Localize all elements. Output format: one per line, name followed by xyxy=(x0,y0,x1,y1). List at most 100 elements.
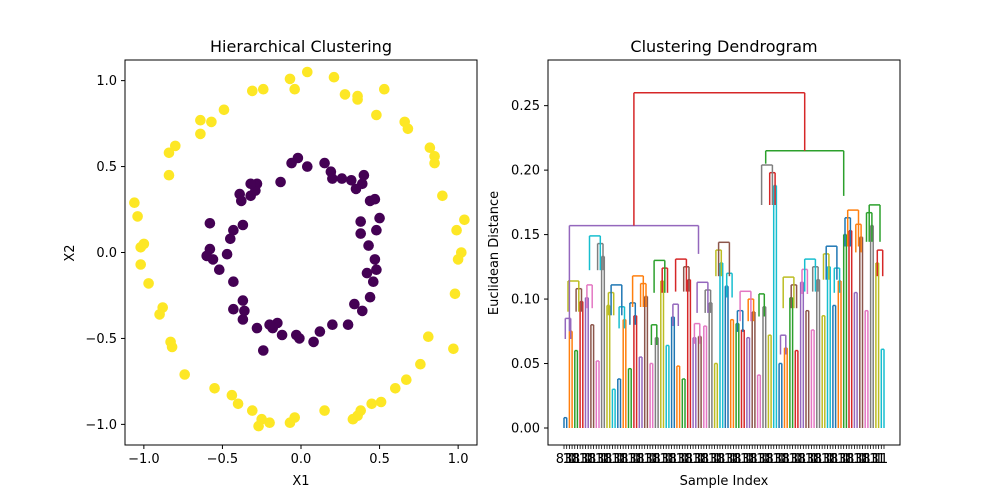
x-tick-label: 1 xyxy=(807,452,815,467)
dendrogram-links xyxy=(563,92,885,428)
x-tick-label: 1 xyxy=(713,452,721,467)
x-tick-label: 1 xyxy=(759,452,767,467)
x-tick-label: 1 xyxy=(783,452,791,467)
scatter-point-cluster1 xyxy=(452,254,464,265)
x-tick-label: 1 xyxy=(831,452,839,467)
scatter-point-cluster0 xyxy=(221,248,233,260)
x-tick-label: 83 xyxy=(685,452,702,467)
x-tick-label: 1 xyxy=(684,452,692,467)
x-tick-label: 1 xyxy=(772,452,780,467)
x-tick-label: 1 xyxy=(595,452,603,467)
scatter-panel: Hierarchical Clustering −1.0 −0.5 0.0 0.5 1.… xyxy=(63,37,478,489)
x-tick-label: 1 xyxy=(598,452,606,467)
x-tick-label: 1 xyxy=(858,452,866,467)
x-tick-label: −0.5 xyxy=(207,452,239,467)
x-tick-label: 1 xyxy=(587,452,595,467)
scatter-point-cluster1 xyxy=(195,128,206,140)
x-tick-label: 0.5 xyxy=(369,452,390,467)
scatter-point-cluster1 xyxy=(437,190,448,202)
scatter-point-cluster0 xyxy=(361,267,373,279)
scatter-point-cluster1 xyxy=(401,374,412,386)
scatter-point-cluster1 xyxy=(218,104,230,116)
x-tick-label: 1 xyxy=(606,452,614,467)
x-tick-label: 1 xyxy=(732,452,740,467)
dendrogram-y-label: Euclidean Distance xyxy=(487,191,502,315)
x-tick-label: 83 xyxy=(620,452,637,467)
x-tick-label: 1 xyxy=(665,452,673,467)
scatter-point-cluster1 xyxy=(284,417,296,429)
x-tick-label: 1 xyxy=(619,452,627,467)
x-tick-label: 83 xyxy=(588,452,605,467)
x-tick-label: 1 xyxy=(630,452,638,467)
scatter-point-cluster1 xyxy=(258,83,269,95)
scatter-point-cluster0 xyxy=(327,173,338,184)
x-tick-label: 1 xyxy=(743,452,751,467)
x-tick-label: 1 xyxy=(643,452,651,467)
scatter-point-cluster0 xyxy=(239,305,250,317)
scatter-point-cluster1 xyxy=(284,73,296,85)
x-tick-label: 83 xyxy=(733,452,750,467)
x-tick-label: 1 xyxy=(611,452,619,467)
x-tick-label: 1 xyxy=(735,452,743,467)
x-tick-label: 1 xyxy=(563,452,571,467)
dendrogram-x-axis: 8311111831111183111118311111831111183111… xyxy=(556,445,888,467)
x-tick-label: 1 xyxy=(638,452,646,467)
y-tick-label: 0.20 xyxy=(511,164,540,179)
y-tick-label: 0.5 xyxy=(96,160,117,175)
scatter-point-cluster1 xyxy=(209,383,220,394)
x-tick-label: 1 xyxy=(810,452,818,467)
scatter-point-cluster0 xyxy=(327,319,338,331)
y-tick-label: 0.10 xyxy=(511,293,540,308)
x-tick-label: 1 xyxy=(821,452,829,467)
x-tick-label: 83 xyxy=(572,452,589,467)
scatter-point-cluster1 xyxy=(402,123,414,135)
x-tick-label: 1 xyxy=(872,452,880,467)
x-tick-label: 1 xyxy=(600,452,608,467)
scatter-point-cluster1 xyxy=(390,383,401,394)
x-tick-label: 1 xyxy=(627,452,635,467)
x-tick-label: 1 xyxy=(840,452,848,467)
scatter-point-cluster0 xyxy=(358,169,370,181)
x-tick-label: 1 xyxy=(796,452,804,467)
x-tick-label: 1 xyxy=(697,452,705,467)
x-tick-label: 1 xyxy=(799,452,807,467)
x-tick-label: 1 xyxy=(877,452,885,467)
scatter-x-label: X1 xyxy=(292,474,309,489)
x-tick-label: 1 xyxy=(791,452,799,467)
y-tick-label: −1.0 xyxy=(85,418,117,433)
dendrogram-panel: Clustering Dendrogram 831111183111118311… xyxy=(487,37,901,489)
scatter-point-cluster1 xyxy=(232,398,244,410)
scatter-point-cluster1 xyxy=(449,288,461,300)
scatter-point-cluster1 xyxy=(226,389,238,401)
y-tick-label: 0.15 xyxy=(511,228,540,243)
scatter-point-cluster1 xyxy=(163,169,175,181)
scatter-point-cluster0 xyxy=(228,303,239,315)
scatter-point-cluster1 xyxy=(163,147,175,159)
dendrogram-title: Clustering Dendrogram xyxy=(630,37,817,56)
scatter-point-cluster1 xyxy=(264,417,275,429)
x-tick-label: 1 xyxy=(727,452,735,467)
x-tick-label: 83 xyxy=(862,452,879,467)
scatter-point-cluster0 xyxy=(237,219,249,231)
scatter-point-cluster0 xyxy=(237,295,249,306)
x-tick-label: 1 xyxy=(729,452,737,467)
scatter-point-cluster1 xyxy=(143,278,154,289)
x-tick-label: 1 xyxy=(794,452,802,467)
scatter-point-cluster1 xyxy=(135,259,146,270)
scatter-point-cluster0 xyxy=(355,228,367,239)
x-tick-label: 1 xyxy=(573,452,581,467)
dendrogram-x-label: Sample Index xyxy=(680,474,769,489)
scatter-point-cluster0 xyxy=(374,212,385,224)
scatter-point-cluster0 xyxy=(314,326,326,337)
scatter-point-cluster0 xyxy=(349,298,360,310)
x-tick-label: 1 xyxy=(710,452,718,467)
scatter-point-cluster1 xyxy=(459,214,470,226)
y-tick-label: 0.25 xyxy=(511,99,540,114)
scatter-point-cluster1 xyxy=(371,109,382,121)
scatter-point-cluster1 xyxy=(154,309,165,320)
scatter-point-cluster1 xyxy=(379,83,390,95)
dendrogram-y-axis: 0.00 0.05 0.10 0.15 0.20 0.25 xyxy=(511,99,548,437)
x-tick-label: 1 xyxy=(764,452,772,467)
x-tick-label: 1 xyxy=(646,452,654,467)
x-tick-label: 1 xyxy=(654,452,662,467)
